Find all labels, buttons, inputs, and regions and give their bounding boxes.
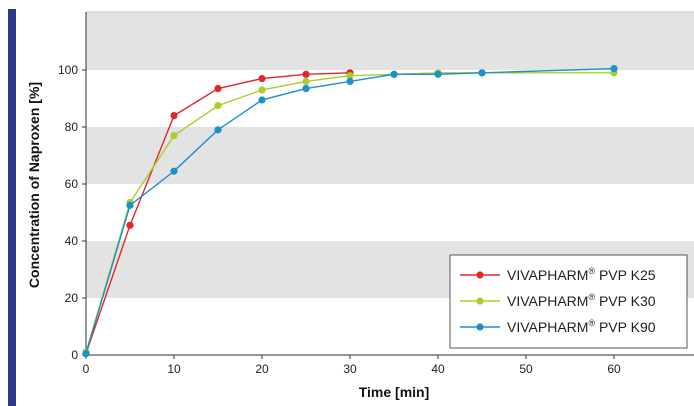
series-1 [82, 69, 354, 358]
accent-bar [8, 9, 16, 406]
y-tick-label: 60 [65, 177, 79, 191]
data-point [126, 201, 134, 209]
data-point [478, 69, 486, 77]
data-point [346, 77, 354, 85]
x-tick-label: 60 [607, 362, 621, 376]
data-point [434, 70, 442, 78]
legend-label: VIVAPHARM® PVP K90 [507, 318, 656, 335]
x-axis-title: Time [min] [359, 384, 430, 400]
data-point [82, 349, 90, 358]
legend: VIVAPHARM® PVP K25 VIVAPHARM® PVP K30 VIVA… [449, 254, 688, 349]
data-point [170, 167, 178, 175]
legend-swatch-marker [476, 271, 484, 279]
data-point [214, 126, 222, 134]
data-point [610, 64, 618, 73]
data-point [302, 77, 310, 85]
legend-label: VIVAPHARM® PVP K25 [507, 266, 656, 283]
y-tick-label: 0 [71, 348, 78, 362]
background-band [86, 13, 694, 70]
background-band [86, 127, 694, 184]
data-point [258, 86, 266, 94]
legend-label: VIVAPHARM® PVP K30 [507, 292, 656, 309]
x-tick-label: 0 [83, 362, 90, 376]
x-tick-label: 30 [343, 362, 357, 376]
data-point [258, 96, 266, 104]
y-tick-label: 40 [65, 234, 79, 248]
x-tick-label: 20 [255, 362, 269, 376]
y-tick-label: 20 [65, 291, 79, 305]
x-tick-label: 50 [519, 362, 533, 376]
data-point [390, 70, 398, 78]
data-point [214, 84, 222, 93]
y-axis-title: Concentration of Naproxen [%] [26, 82, 42, 288]
data-point [126, 221, 134, 229]
legend-swatch-marker [476, 323, 484, 331]
y-tick-label: 80 [65, 120, 79, 134]
data-point [302, 84, 310, 93]
data-point [258, 74, 266, 83]
data-point [170, 131, 178, 140]
x-tick-label: 40 [431, 362, 445, 376]
series-3 [82, 64, 618, 358]
data-point [214, 102, 222, 110]
y-tick-label: 100 [58, 63, 78, 77]
data-point [346, 72, 354, 80]
legend-swatch-marker [476, 297, 484, 305]
data-point [170, 112, 178, 120]
x-tick-label: 10 [167, 362, 181, 376]
series-line [85, 72, 351, 354]
data-point [302, 70, 310, 78]
